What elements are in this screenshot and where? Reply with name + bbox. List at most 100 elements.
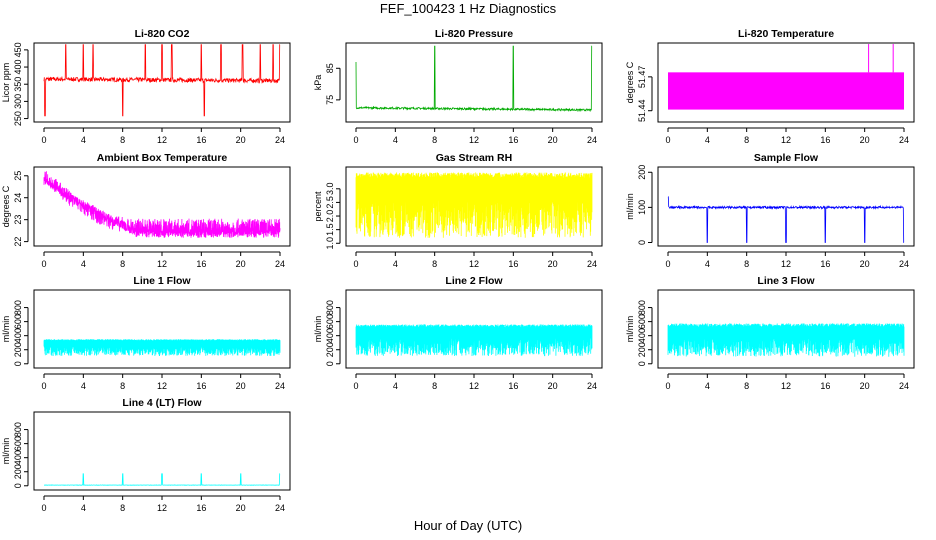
line3-ytick-label-400: 400 (637, 328, 647, 343)
pressure-ytick-label-85: 85 (325, 63, 335, 73)
line2-xtick-label-16: 16 (508, 381, 518, 391)
line3-y-label: ml/min (625, 316, 635, 343)
licor_temp-xtick-label-24: 24 (899, 135, 909, 145)
line2-xtick-label-24: 24 (587, 381, 597, 391)
pressure-xtick-label-12: 12 (469, 135, 479, 145)
sample_flow-y-label: ml/min (625, 193, 635, 220)
line3-ytick-label-800: 800 (637, 300, 647, 315)
line2-xtick-label-4: 4 (393, 381, 398, 391)
line3-frame (657, 289, 915, 369)
rh-y-label: percent (313, 191, 323, 222)
co2-xtick-label-12: 12 (157, 135, 167, 145)
line3-ytick-label-600: 600 (637, 314, 647, 329)
rh-ytick-label-2: 2.0 (325, 210, 335, 223)
co2-xtick-label-16: 16 (196, 135, 206, 145)
line1-ytick-label-200: 200 (13, 342, 23, 357)
line1-xtick-label-20: 20 (236, 381, 246, 391)
line4-title: Line 4 (LT) Flow (122, 397, 202, 409)
box_temp-ytick-label-22: 22 (13, 237, 23, 247)
line1-ytick-label-800: 800 (13, 300, 23, 315)
co2-ytick-label-250: 250 (13, 111, 23, 126)
co2-frame (33, 42, 291, 123)
line4-ytick-label-400: 400 (13, 450, 23, 465)
licor_temp-xtick-label-12: 12 (781, 135, 791, 145)
co2-ytick-label-300: 300 (13, 94, 23, 109)
line3-xtick-label-8: 8 (744, 381, 749, 391)
line4-ytick-label-800: 800 (13, 422, 23, 437)
box_temp-xtick-label-8: 8 (120, 259, 125, 269)
pressure-xtick-label-0: 0 (353, 135, 358, 145)
line1-xtick-label-12: 12 (157, 381, 167, 391)
licor_temp-band (668, 72, 904, 110)
rh-xtick-label-4: 4 (393, 259, 398, 269)
box_temp-xtick-label-20: 20 (236, 259, 246, 269)
sample_flow-xtick-label-24: 24 (899, 259, 909, 269)
line2-ytick-label-800: 800 (325, 300, 335, 315)
line2-frame (345, 289, 603, 369)
sample_flow-xtick-label-0: 0 (665, 259, 670, 269)
pressure-title: Li-820 Pressure (435, 28, 513, 40)
box_temp-xtick-label-12: 12 (157, 259, 167, 269)
line4-y-label: ml/min (1, 438, 11, 465)
licor_temp-xtick-label-0: 0 (665, 135, 670, 145)
rh-xtick-label-16: 16 (508, 259, 518, 269)
box_temp-title: Ambient Box Temperature (97, 152, 228, 164)
pressure-xtick-label-4: 4 (393, 135, 398, 145)
line1-xtick-label-0: 0 (41, 381, 46, 391)
co2-ytick-label-450: 450 (13, 42, 23, 57)
sample_flow-xtick-label-12: 12 (781, 259, 791, 269)
line3-xtick-label-20: 20 (860, 381, 870, 391)
co2-xtick-label-8: 8 (120, 135, 125, 145)
rh-ytick-label-2.5: 2.5 (325, 196, 335, 209)
line3-ytick-label-200: 200 (637, 342, 647, 357)
pressure-xtick-label-8: 8 (432, 135, 437, 145)
panel-sample_flow: 0 4 8 12 16 20 24 0 100 200 ml/min Sample Flow (625, 152, 915, 269)
line3-xtick-label-24: 24 (899, 381, 909, 391)
line3-series (667, 323, 905, 357)
pressure-frame (345, 42, 603, 123)
line2-title: Line 2 Flow (445, 275, 503, 287)
line1-y-label: ml/min (1, 316, 11, 343)
rh-ytick-label-1: 1.0 (325, 237, 335, 250)
co2-title: Li-820 CO2 (135, 28, 190, 40)
line3-xtick-label-4: 4 (705, 381, 710, 391)
licor_temp-xtick-label-8: 8 (744, 135, 749, 145)
line1-series (43, 339, 281, 357)
sample_flow-ytick-label-100: 100 (637, 200, 647, 215)
line2-ytick-label-400: 400 (325, 328, 335, 343)
line2-xtick-label-0: 0 (353, 381, 358, 391)
sample_flow-frame (657, 166, 915, 247)
line1-xtick-label-8: 8 (120, 381, 125, 391)
rh-title: Gas Stream RH (436, 152, 512, 164)
line4-xtick-label-8: 8 (120, 503, 125, 513)
rh-xtick-label-0: 0 (353, 259, 358, 269)
line1-ytick-label-0: 0 (13, 361, 23, 366)
line3-ytick-label-0: 0 (637, 361, 647, 366)
box_temp-xtick-label-16: 16 (196, 259, 206, 269)
line1-xtick-label-24: 24 (275, 381, 285, 391)
box_temp-xtick-label-0: 0 (41, 259, 46, 269)
co2-xtick-label-24: 24 (275, 135, 285, 145)
line4-frame (33, 411, 291, 491)
sample_flow-ytick-label-0: 0 (637, 240, 647, 245)
box_temp-ytick-label-24: 24 (13, 193, 23, 203)
figure-title: FEF_100423 1 Hz Diagnostics (379, 1, 557, 16)
rh-xtick-label-8: 8 (432, 259, 437, 269)
line2-xtick-label-20: 20 (548, 381, 558, 391)
line2-ytick-label-0: 0 (325, 361, 335, 366)
rh-ytick-label-3: 3.0 (325, 183, 335, 196)
licor_temp-title: Li-820 Temperature (738, 28, 834, 40)
rh-ytick-label-1.5: 1.5 (325, 223, 335, 236)
line3-xtick-label-16: 16 (820, 381, 830, 391)
licor_temp-y-label: degrees C (625, 61, 635, 103)
line1-xtick-label-16: 16 (196, 381, 206, 391)
co2-xtick-label-20: 20 (236, 135, 246, 145)
line3-xtick-label-0: 0 (665, 381, 670, 391)
line1-frame (33, 289, 291, 369)
pressure-ytick-label-75: 75 (325, 95, 335, 105)
line4-xtick-label-16: 16 (196, 503, 206, 513)
pressure-y-label: kPa (313, 75, 323, 91)
